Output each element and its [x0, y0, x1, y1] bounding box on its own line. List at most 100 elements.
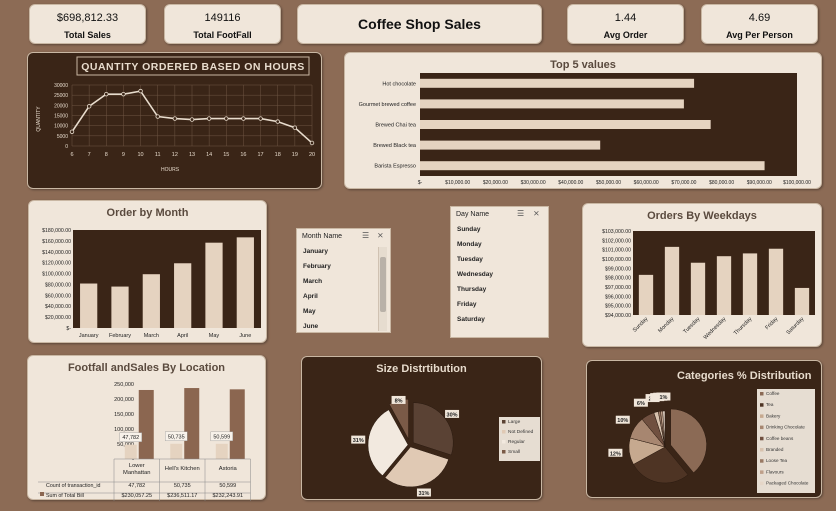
y-tick-label: $80,000.00 — [45, 282, 71, 288]
data-point — [121, 91, 126, 97]
x-tick-label: $- — [418, 180, 423, 186]
slicer-item-may[interactable]: May — [303, 308, 316, 315]
data-point — [155, 114, 160, 119]
total-sales-value: $698,812.33 — [56, 12, 119, 24]
clear-filter-icon[interactable]: ⨯ — [533, 209, 540, 218]
slicer-item-friday[interactable]: Friday — [457, 301, 477, 308]
x-tick-label: $10,000.00 — [445, 180, 470, 186]
x-tick-label: 7 — [88, 152, 91, 158]
pie-slice — [367, 409, 409, 476]
top5-bar — [420, 140, 601, 150]
y-tick-label: $96,000.00 — [605, 294, 631, 300]
bar — [205, 242, 223, 328]
x-tick-label: 18 — [275, 152, 281, 158]
data-label-box — [351, 435, 366, 444]
x-category-label: Thursday — [733, 316, 754, 337]
data-label-box — [416, 488, 431, 497]
legend-swatch — [502, 420, 506, 424]
x-category-label: Sunday — [632, 316, 650, 334]
total-footfall-value: 149116 — [204, 12, 241, 24]
month-slicer-scrollbar[interactable] — [378, 247, 387, 331]
slicer-item-wednesday[interactable]: Wednesday — [457, 271, 494, 278]
data-label-box — [119, 432, 142, 442]
data-point — [172, 116, 178, 121]
bar — [638, 274, 654, 315]
footfall-bar — [215, 443, 228, 459]
data-point — [241, 116, 246, 121]
y-tick-label: $40,000.00 — [45, 304, 71, 310]
legend-label: Tea — [766, 402, 774, 407]
avg-per-person-label: Avg Per Person — [726, 30, 793, 40]
y-tick-label: $100,000.00 — [602, 257, 631, 263]
data-label: 8% — [395, 398, 403, 404]
bar — [142, 274, 160, 328]
legend-label: Not Defined — [508, 429, 534, 435]
slicer-item-tuesday[interactable]: Tuesday — [457, 256, 483, 263]
bar — [236, 237, 254, 328]
legend-swatch — [760, 403, 764, 407]
legend-label: Large — [508, 419, 521, 425]
weekday-chart-title: Orders By Weekdays — [647, 210, 757, 222]
avg-order-value: 1.44 — [614, 12, 637, 24]
table-cell: 50,735 — [174, 483, 191, 489]
data-label-box — [391, 395, 406, 404]
x-tick-label: $100,000.00 — [783, 180, 811, 186]
top5-bar — [420, 120, 711, 129]
y-tick-label: 150,000 — [114, 412, 134, 418]
category-chart-title: Categories % Distribution — [677, 370, 812, 382]
slicer-item-january[interactable]: January — [303, 248, 328, 255]
pie-slice — [633, 446, 689, 484]
scrollbar-thumb[interactable] — [380, 257, 386, 312]
total-footfall-label: Total FootFall — [193, 30, 252, 40]
multi-select-icon[interactable]: ☰ — [362, 231, 370, 240]
size-pie-chart: 30% 31% 31% 8% Large Not Defined Regular Small — [351, 395, 540, 497]
pie-slice — [662, 410, 666, 448]
y-tick-label: $94,000.00 — [605, 313, 631, 319]
x-tick-label: $90,000.00 — [747, 180, 772, 186]
multi-select-icon[interactable]: ☰ — [517, 209, 525, 218]
table-cell: 50,599 — [219, 483, 236, 489]
legend-swatch — [760, 470, 764, 474]
y-tick-label: $20,000.00 — [45, 315, 71, 321]
x-tick-label: $20,000.00 — [483, 180, 508, 186]
y-tick-label: $140,000.00 — [42, 250, 71, 256]
top5-bar — [420, 99, 684, 109]
slicer-item-saturday[interactable]: Saturday — [457, 316, 485, 323]
data-point — [138, 88, 143, 94]
x-tick-label: $50,000.00 — [596, 180, 621, 186]
avg-per-person-value: 4.69 — [748, 12, 771, 24]
month-chart-card: Order by Month $- $20,000.00 $40,000.00 $60… — [28, 200, 267, 343]
y-tick-label: $103,000.00 — [602, 229, 631, 235]
month-slicer: Month Name ☰ ⨯ January February March April… — [296, 228, 391, 333]
month-chart-title: Order by Month — [106, 207, 189, 219]
slicer-item-sunday[interactable]: Sunday — [457, 226, 481, 233]
x-tick-label: $40,000.00 — [558, 180, 583, 186]
y-tick-label: $180,000.00 — [42, 228, 71, 234]
slicer-item-june[interactable]: June — [303, 323, 319, 330]
slicer-item-monday[interactable]: Monday — [457, 241, 482, 248]
weekday-chart-card: Orders By Weekdays $94,000.00 $95,000.00 $… — [582, 203, 822, 347]
slicer-item-thursday[interactable]: Thursday — [457, 286, 487, 293]
y-tick-label: - — [132, 457, 134, 463]
table-cell: 47,782 — [128, 483, 145, 489]
slicer-item-april[interactable]: April — [303, 293, 318, 300]
x-tick-label: 19 — [292, 152, 298, 158]
data-label: 1% — [659, 395, 667, 401]
y-tick-label: $60,000.00 — [45, 293, 71, 299]
y-tick-label: 20000 — [54, 103, 68, 109]
bar — [768, 248, 784, 315]
slicer-item-march[interactable]: March — [303, 278, 323, 285]
data-point — [309, 140, 315, 146]
legend-label: Small — [508, 449, 520, 455]
x-category-label: June — [239, 333, 251, 339]
data-point — [224, 116, 229, 121]
bar — [716, 256, 732, 315]
data-label: 12% — [610, 451, 621, 457]
clear-filter-icon[interactable]: ⨯ — [377, 231, 384, 240]
plot-area — [73, 230, 261, 328]
data-label-box — [445, 409, 460, 418]
slicer-item-february[interactable]: February — [303, 263, 331, 270]
x-category-label: January — [79, 333, 99, 339]
sales-bar — [138, 389, 154, 459]
legend-swatch — [502, 450, 506, 454]
